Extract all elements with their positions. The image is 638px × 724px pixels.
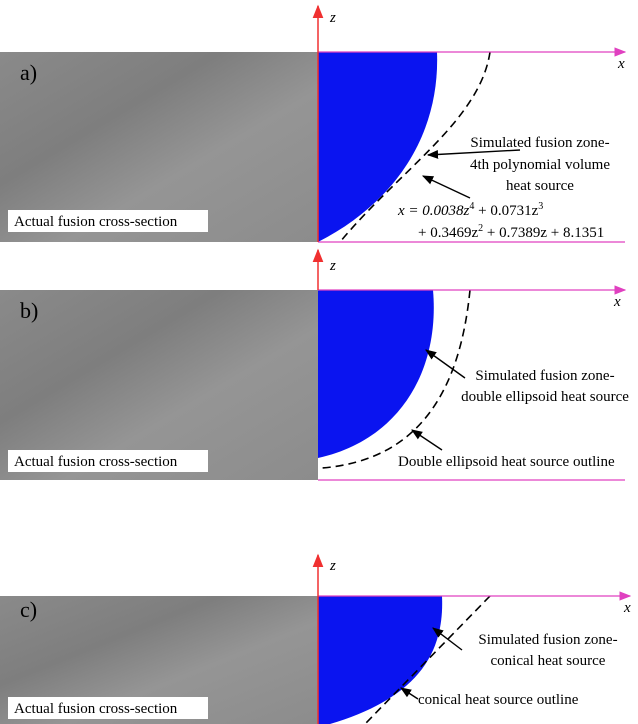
arrow bbox=[423, 176, 470, 198]
x-label: x bbox=[623, 600, 631, 616]
annotation: conical heat source bbox=[491, 653, 606, 669]
annotation: Double ellipsoid heat source outline bbox=[398, 454, 615, 470]
z-label: z bbox=[329, 558, 336, 574]
annotation: Simulated fusion zone- bbox=[470, 135, 609, 151]
panel-label: c) bbox=[20, 597, 37, 622]
equation: x = 0.0038z4 + 0.0731z3 bbox=[397, 201, 543, 219]
annotation: Simulated fusion zone- bbox=[475, 368, 614, 384]
eq: x = 0.0038z bbox=[397, 203, 470, 219]
arrow bbox=[433, 628, 462, 650]
annotation: heat source bbox=[506, 178, 574, 194]
arrow bbox=[412, 430, 442, 450]
annotation: double ellipsoid heat source bbox=[461, 389, 629, 405]
caption: Actual fusion cross-section bbox=[14, 701, 178, 717]
panel-label: b) bbox=[20, 298, 38, 323]
x-label: x bbox=[617, 56, 625, 72]
figure: z x a) Actual fusion cross-section Simul… bbox=[0, 0, 638, 724]
panel-label: a) bbox=[20, 60, 37, 85]
arrow bbox=[426, 350, 465, 378]
equation: + 0.3469z2 + 0.7389z + 8.1351 bbox=[418, 223, 604, 241]
z-label: z bbox=[329, 10, 336, 26]
eq: + 0.3469z bbox=[418, 225, 478, 241]
eq: 3 bbox=[538, 201, 543, 212]
caption: Actual fusion cross-section bbox=[14, 214, 178, 230]
panel-c: z x c) Actual fusion cross-section Simul… bbox=[0, 555, 631, 724]
panel-b: z x b) Actual fusion cross-section Simul… bbox=[0, 250, 636, 480]
eq: + 0.0731z bbox=[474, 203, 538, 219]
eq: + 0.7389z + 8.1351 bbox=[483, 225, 604, 241]
x-label: x bbox=[613, 294, 621, 310]
arrow bbox=[401, 688, 418, 699]
annotation: conical heat source outline bbox=[418, 692, 579, 708]
z-label: z bbox=[329, 258, 336, 274]
annotation: 4th polynomial volume bbox=[470, 157, 610, 173]
panel-a: z x a) Actual fusion cross-section Simul… bbox=[0, 6, 625, 242]
annotation: Simulated fusion zone- bbox=[478, 632, 617, 648]
caption: Actual fusion cross-section bbox=[14, 454, 178, 470]
